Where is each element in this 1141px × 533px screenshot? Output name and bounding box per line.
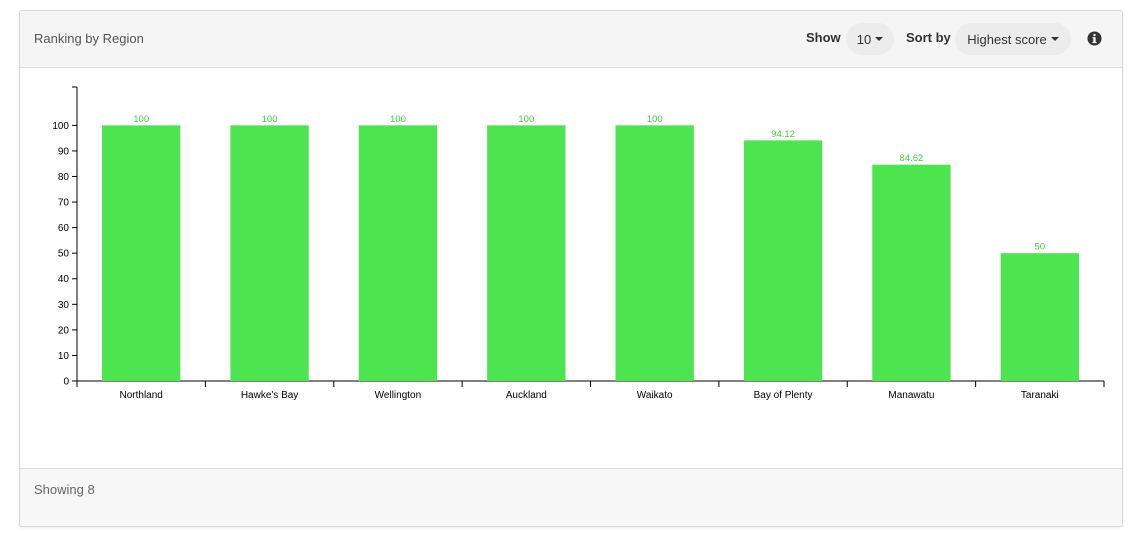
bar-value-label: 50 [1035, 242, 1046, 253]
info-circle-icon[interactable] [1087, 31, 1102, 46]
y-tick-label: 60 [58, 223, 70, 234]
bar [872, 164, 951, 381]
bar [487, 125, 566, 381]
sort-label: Sort by [906, 30, 951, 45]
y-tick-label: 100 [52, 121, 69, 132]
y-tick-label: 40 [58, 274, 70, 285]
panel-header: Ranking by Region Show 10 Sort by Highes… [20, 11, 1122, 68]
bar-value-label: 84.62 [900, 153, 924, 164]
sort-by-dropdown[interactable]: Highest score [955, 23, 1071, 55]
y-tick-label: 30 [58, 300, 70, 311]
chevron-down-icon [1050, 37, 1059, 41]
chart-area: 0 10 20 30 40 50 60 70 80 90 100 100 Northland 100 Haw… [20, 68, 1122, 468]
bar-value-label: 100 [133, 114, 149, 125]
x-category-label: Bay of Plenty [754, 390, 813, 401]
show-count-value: 10 [856, 31, 872, 47]
y-tick-label: 70 [58, 198, 70, 209]
bar [102, 125, 181, 381]
bar [743, 140, 823, 381]
y-tick-label: 10 [58, 351, 70, 362]
y-tick-label: 90 [58, 146, 70, 157]
x-category-label: Hawke's Bay [241, 390, 299, 401]
bar [230, 125, 309, 381]
x-category-label: Wellington [375, 390, 422, 401]
x-category-label: Auckland [506, 390, 547, 401]
bar-value-label: 100 [518, 114, 534, 125]
x-category-label: Waikato [637, 390, 673, 401]
y-tick-label: 0 [63, 377, 69, 388]
panel-title: Ranking by Region [34, 31, 144, 46]
show-label: Show [806, 30, 841, 45]
showing-count: Showing 8 [34, 482, 95, 497]
y-tick-label: 50 [58, 249, 70, 260]
bar-value-label: 100 [262, 114, 278, 125]
bar [358, 125, 438, 381]
bar-chart: 0 10 20 30 40 50 60 70 80 90 100 100 Northland 100 Haw… [52, 86, 1105, 401]
y-tick-label: 20 [58, 325, 70, 336]
bar-value-label: 100 [390, 114, 406, 125]
y-tick-label: 80 [58, 172, 70, 183]
x-category-label: Taranaki [1021, 390, 1059, 401]
bar-value-label: 94.12 [771, 129, 795, 140]
panel-footer: Showing 8 [20, 468, 1122, 526]
sort-by-value: Highest score [967, 31, 1047, 47]
bar [1000, 253, 1079, 381]
bar [615, 125, 694, 381]
chevron-down-icon [875, 37, 884, 41]
x-category-label: Northland [120, 390, 163, 401]
x-category-label: Manawatu [888, 390, 934, 401]
show-count-dropdown[interactable]: 10 [846, 23, 894, 55]
bar-value-label: 100 [647, 114, 663, 125]
ranking-panel: Ranking by Region Show 10 Sort by Highes… [19, 10, 1123, 527]
